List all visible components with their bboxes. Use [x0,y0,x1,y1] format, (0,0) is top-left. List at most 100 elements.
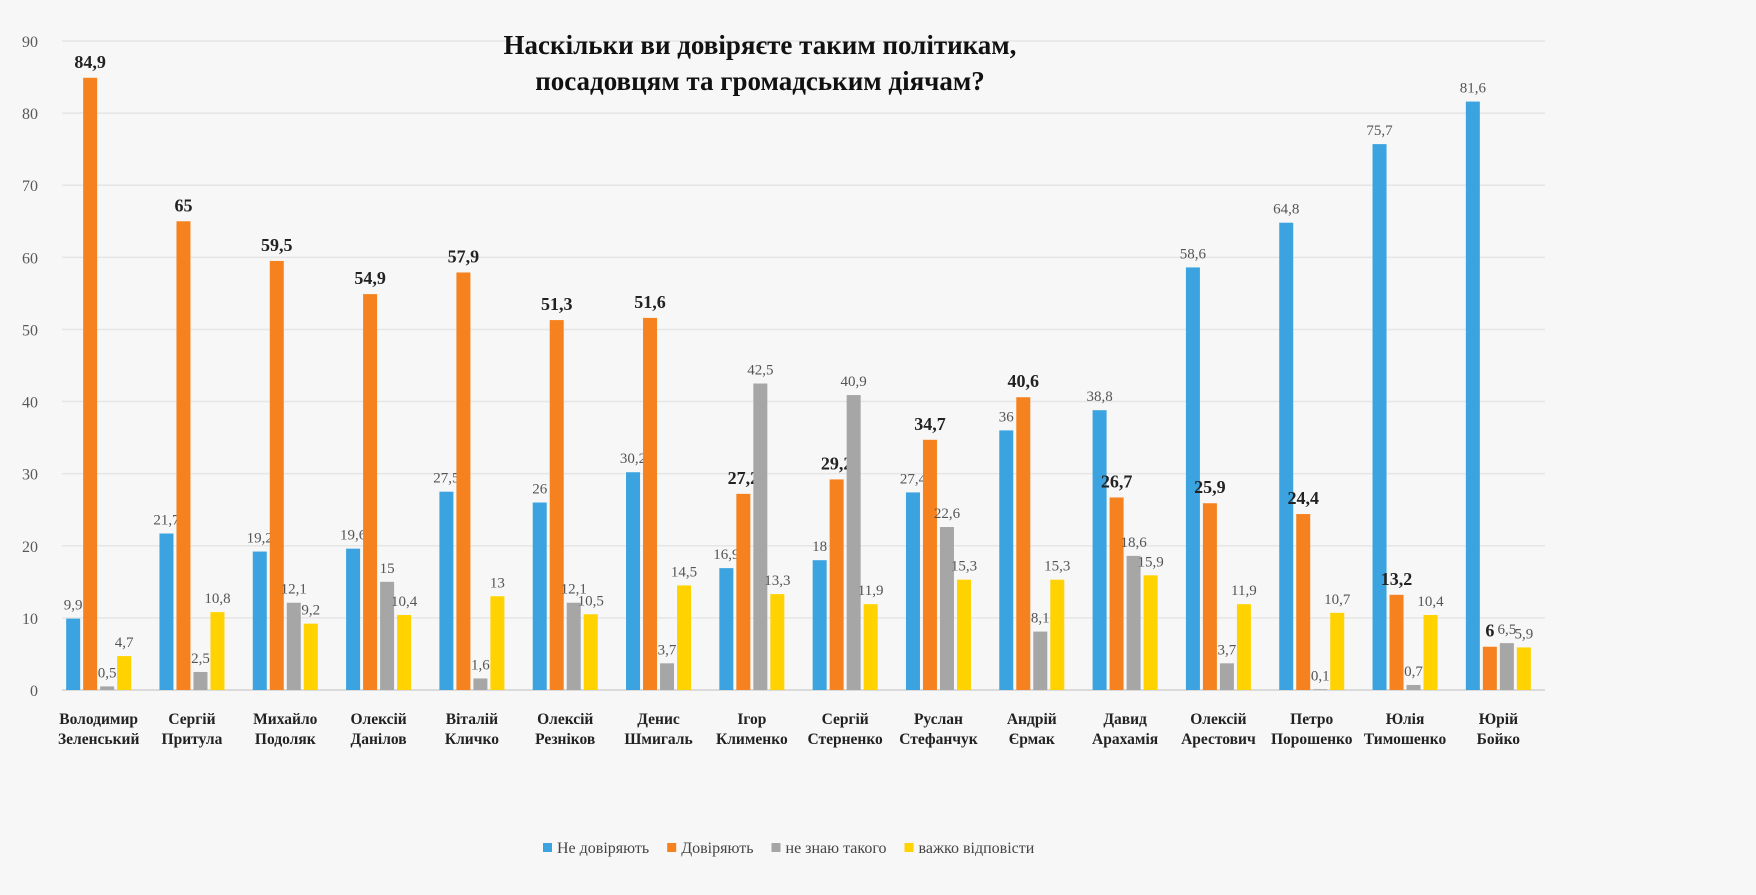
bar-не-знаю-такого [1406,684,1421,690]
bar-важко-відповісти [863,604,878,690]
y-tick-label: 0 [30,683,38,700]
data-label: 0,7 [1404,664,1423,680]
data-label: 12,1 [561,582,587,598]
category-label: Бойко [1477,731,1521,748]
bar-важко-відповісти [1236,604,1251,690]
data-label: 15,3 [951,559,977,575]
bar-не-знаю-такого [473,678,488,690]
bar-Не-довіряють [719,568,734,690]
data-label: 36 [999,409,1015,425]
bar-Не-довіряють [532,502,547,690]
bar-Довіряють [1296,514,1311,690]
category-label: Шмигаль [624,731,692,748]
data-label: 75,7 [1366,123,1393,139]
bar-не-знаю-такого [846,395,861,690]
bar-Не-довіряють [66,618,81,690]
category-label: Петро [1290,711,1333,728]
category-label: Порошенко [1271,731,1353,748]
category-label: Ігор [737,711,766,728]
bar-Не-довіряють [439,491,454,690]
y-tick-label: 50 [22,322,38,339]
data-label: 10,4 [1417,594,1444,610]
bar-Довіряють [269,260,284,690]
category-label: Тимошенко [1364,731,1447,748]
bar-Довіряють [829,479,844,690]
data-label: 51,6 [634,292,666,312]
category-label: Сергій [168,711,215,728]
category-label: Денис [637,711,680,728]
data-label: 12,1 [281,582,307,598]
data-label: 29,2 [821,453,853,473]
y-tick-label: 70 [22,178,38,195]
data-label: 38,8 [1086,389,1112,405]
category-label: Зеленський [58,731,140,748]
bar-не-знаю-такого [286,602,301,690]
bar-Не-довіряють [999,430,1014,690]
bar-Довіряють [363,294,378,690]
y-tick-label: 40 [22,395,38,412]
data-label: 59,5 [261,235,293,255]
data-label: 6,5 [1497,622,1516,638]
y-tick-label: 60 [22,250,38,267]
data-label: 15,9 [1137,554,1163,570]
data-label: 42,5 [747,363,773,379]
data-label: 11,9 [858,583,884,599]
category-label: Віталій [446,711,498,728]
category-label: Арахамія [1092,731,1158,748]
bar-Не-довіряють [1185,267,1200,690]
data-label: 1,6 [471,657,490,673]
category-label: Притула [162,731,223,748]
data-label: 81,6 [1460,81,1487,97]
bar-важко-відповісти [490,596,505,690]
data-label: 40,9 [841,374,867,390]
category-label: Олексій [537,711,593,728]
bar-не-знаю-такого [1126,555,1141,690]
legend-swatch [771,843,781,852]
bar-Не-довіряють [626,472,641,690]
data-label: 40,6 [1008,371,1040,391]
data-label: 13,2 [1381,569,1413,589]
legend-label: важко відповісти [919,840,1035,857]
data-label: 24,4 [1287,488,1319,508]
category-label: Стерненко [807,731,883,748]
category-label: Данілов [351,731,407,748]
chart-title: Наскільки ви довіряєте таким політикам, [504,30,1017,60]
legend-label: Довіряють [681,840,753,857]
bar-не-знаю-такого [1033,631,1048,690]
data-label: 15 [380,561,395,577]
y-tick-label: 10 [22,611,38,628]
data-label: 19,2 [247,531,273,547]
category-label: Юрій [1479,711,1518,728]
bar-важко-відповісти [583,614,598,690]
data-label: 3,7 [658,642,677,658]
data-label: 57,9 [448,246,480,266]
category-label: Кличко [445,731,499,748]
data-label: 0,5 [98,665,117,681]
category-label: Єрмак [1009,731,1055,748]
bar-Не-довіряють [1372,144,1387,690]
chart-title: посадовцям та громадським діячам? [535,66,985,96]
y-tick-label: 20 [22,539,38,556]
bar-не-знаю-такого [193,671,208,690]
data-label: 4,7 [115,635,134,651]
data-label: 30,2 [620,451,646,467]
data-label: 25,9 [1194,477,1226,497]
data-label: 84,9 [74,52,106,72]
bar-Не-довіряють [905,492,920,690]
category-label: Арестович [1181,731,1256,748]
bar-Довіряють [736,493,751,690]
bar-Довіряють [1202,503,1217,690]
legend-label: Не довіряють [557,840,649,857]
data-label: 8,1 [1031,611,1050,627]
data-label: 9,2 [301,603,320,619]
bar-важко-відповісти [1143,575,1158,690]
data-label: 15,3 [1044,559,1070,575]
data-label: 11,9 [1231,583,1257,599]
data-label: 27,5 [433,471,459,487]
data-label: 10,8 [204,591,230,607]
category-label: Резніков [535,731,595,748]
bar-не-знаю-такого [380,581,395,690]
bar-Не-довіряють [252,551,267,690]
bar-Довіряють [922,439,937,690]
category-label: Андрій [1007,711,1057,728]
